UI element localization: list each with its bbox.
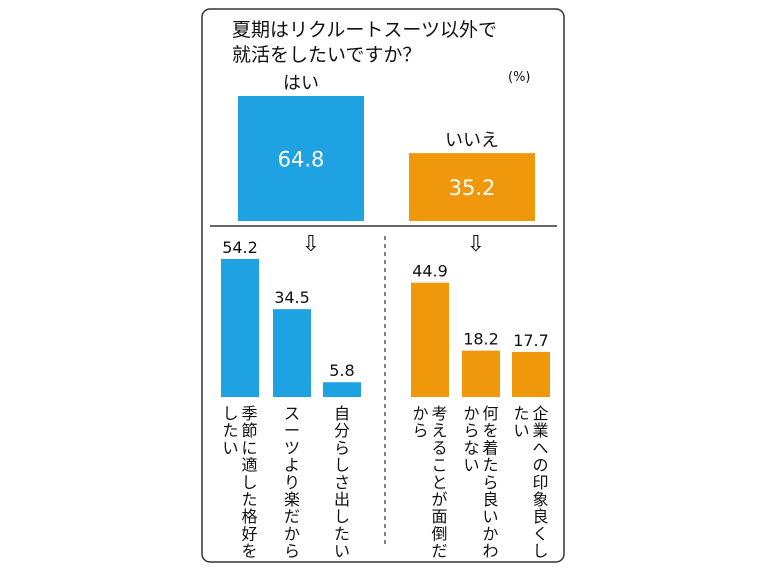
chart-title-line-1: 夏期はリクルートスーツ以外で [232,19,497,41]
no-reason-bar-3 [512,351,550,397]
no-reason-value-label-2: 18.2 [463,330,499,349]
yes-reason-value-label-2: 34.5 [274,288,310,307]
yes-reason-category-label-1: 季節に適した格好をしたい [222,404,257,561]
arrow-yes: ⇩ [302,232,320,257]
top-bar-1 [238,96,364,221]
top-bar-2 [409,153,535,221]
no-reason-bar-2 [462,350,500,397]
top-value-label-1: 64.8 [278,148,325,172]
yes-reason-category-label-2: スーツより楽だから [284,404,300,561]
arrow-no: ⇩ [467,232,485,257]
top-category-label-1: はい [283,73,319,94]
no-reason-category-label-2: 何を着たら良いかわからない [463,404,498,561]
yes-reason-value-label-3: 5.8 [329,361,354,380]
top-category-label-2: いいえ [445,130,499,151]
unit-label: (%) [508,70,531,85]
top-value-label-2: 35.2 [449,176,496,200]
yes-reason-bar-2 [273,309,311,397]
yes-reason-category-label-3: 自分らしさ出したい [334,404,350,561]
no-reason-category-label-3: 企業への印象良くしたい [513,404,548,561]
no-reason-value-label-3: 17.7 [513,331,549,350]
chart-title-line-2: 就活をしたいですか？ [232,44,421,66]
no-reason-value-label-1: 44.9 [412,262,448,281]
yes-reason-bar-1 [221,259,259,397]
yes-reason-value-label-1: 54.2 [222,238,258,257]
yes-reason-bar-3 [323,382,361,397]
no-reason-bar-1 [411,282,449,397]
no-reason-category-label-1: 考えることが面倒だから [412,404,447,561]
